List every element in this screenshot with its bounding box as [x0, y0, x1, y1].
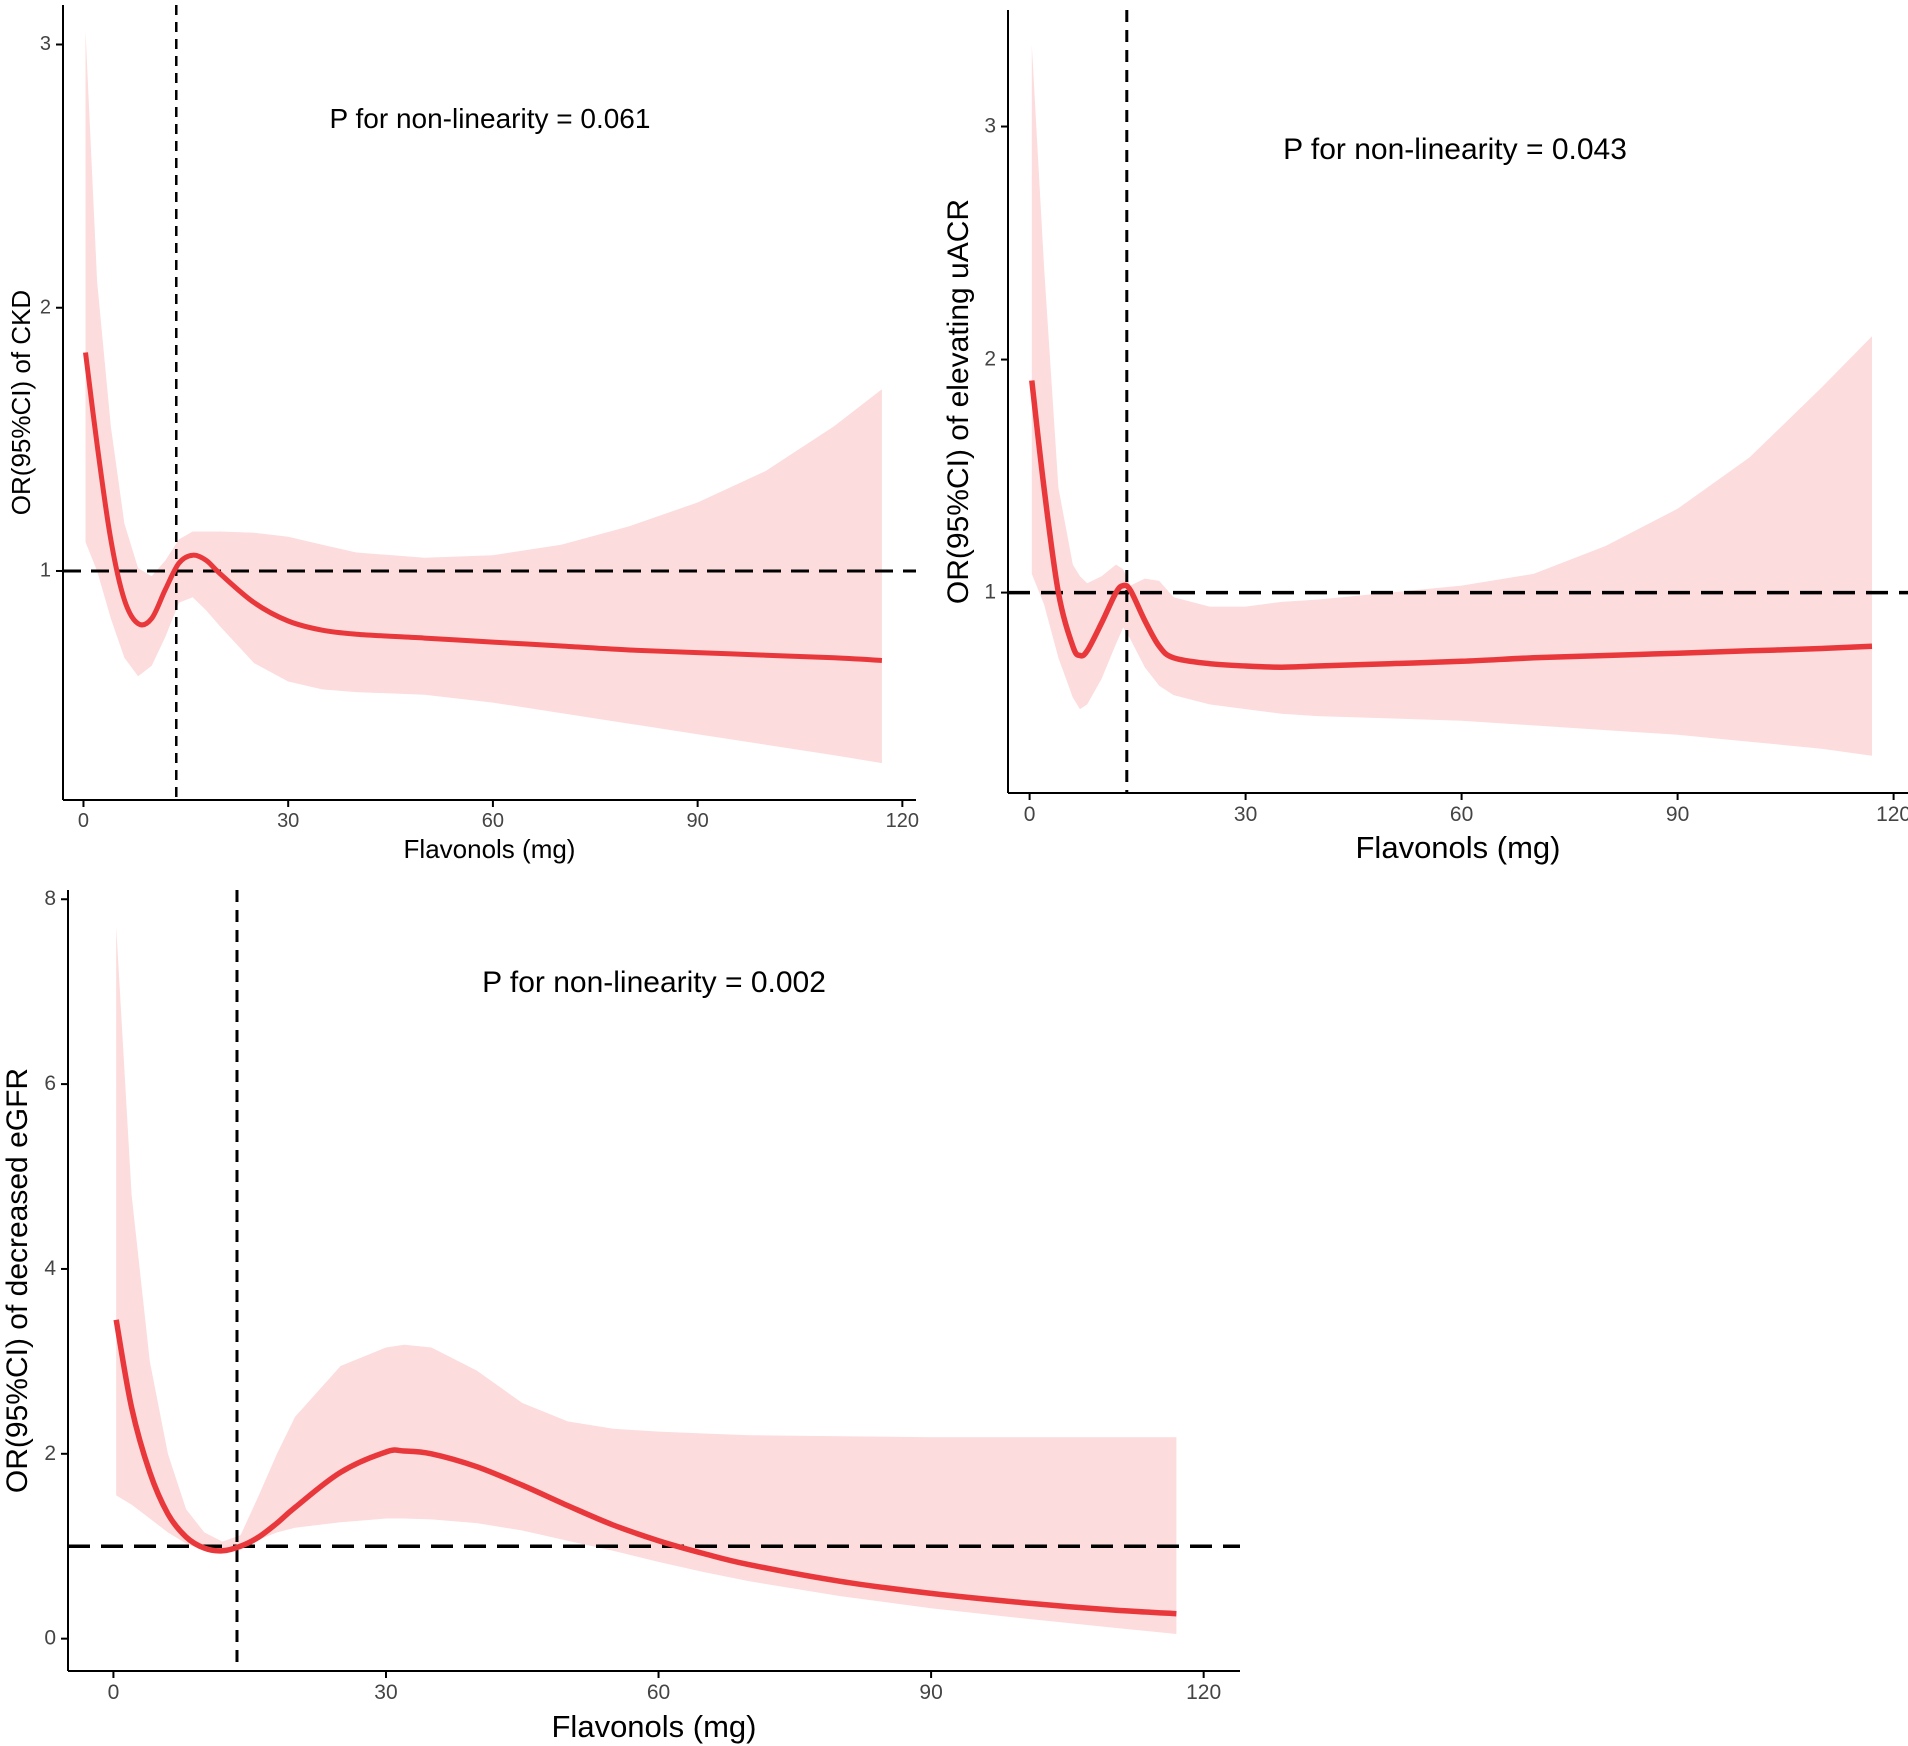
ticks: 0 30 60 90 120 1 2 3	[984, 115, 1908, 826]
x-tick-label: 0	[1024, 803, 1036, 826]
annotation-p-nonlinearity: P for non-linearity = 0.002	[482, 966, 826, 999]
x-tick-label: 30	[1234, 803, 1257, 826]
y-tick-label: 6	[44, 1072, 56, 1095]
x-tick-label: 60	[647, 1681, 670, 1704]
ci-ribbon	[116, 927, 1177, 1634]
x-tick-label: 0	[78, 810, 89, 832]
y-tick-label: 0	[44, 1627, 56, 1650]
y-tick-label: 1	[984, 581, 996, 604]
ticks: 0 30 60 90 120 1 2 3	[40, 33, 919, 832]
or-curve	[113, 1319, 1177, 1617]
x-tick-label: 30	[374, 1681, 397, 1704]
y-tick-label: 3	[40, 33, 51, 55]
annotation-p-nonlinearity: P for non-linearity = 0.043	[1283, 133, 1627, 166]
x-axis-label: Flavonols (mg)	[1356, 830, 1561, 865]
or-curve	[1029, 380, 1873, 670]
x-tick-label: 60	[1450, 803, 1473, 826]
y-axis-label: OR(95%CI) of CKD	[6, 290, 36, 515]
x-tick-label: 90	[1666, 803, 1689, 826]
panel-ckd: 0 30 60 90 120 1 2 3 P for non-linearity = 0.06…	[6, 5, 919, 864]
ticks: 0 30 60 90 120 0 2 4 6 8	[44, 887, 1221, 1704]
x-axis-label: Flavonols (mg)	[552, 1709, 757, 1744]
ci-ribbon	[85, 31, 882, 764]
x-tick-label: 90	[919, 1681, 942, 1704]
x-tick-label: 120	[1876, 803, 1908, 826]
annotation-p-nonlinearity: P for non-linearity = 0.061	[330, 103, 651, 134]
y-tick-label: 1	[40, 560, 51, 582]
x-tick-label: 0	[108, 1681, 120, 1704]
y-tick-label: 3	[984, 115, 996, 138]
x-tick-label: 90	[687, 810, 709, 832]
y-tick-label: 2	[40, 296, 51, 318]
x-tick-label: 60	[482, 810, 504, 832]
x-tick-label: 30	[277, 810, 299, 832]
panel-egfr: 0 30 60 90 120 0 2 4 6 8 P for non-linearity = 0.…	[1, 887, 1240, 1744]
y-tick-label: 2	[44, 1442, 56, 1465]
y-tick-label: 4	[44, 1257, 56, 1280]
y-tick-label: 8	[44, 887, 56, 910]
x-axis-label: Flavonols (mg)	[404, 834, 576, 864]
y-axis-label: OR(95%CI) of elevating uACR	[942, 199, 975, 604]
y-axis-label: OR(95%CI) of decreased eGFR	[1, 1068, 34, 1493]
ci-ribbon	[1031, 45, 1872, 756]
panel-uacr: 0 30 60 90 120 1 2 3 P for non-linearity = 0.04…	[942, 10, 1908, 865]
x-tick-label: 120	[1186, 1681, 1221, 1704]
or-curve	[83, 352, 883, 663]
x-tick-label: 120	[886, 810, 919, 832]
y-tick-label: 2	[984, 348, 996, 371]
